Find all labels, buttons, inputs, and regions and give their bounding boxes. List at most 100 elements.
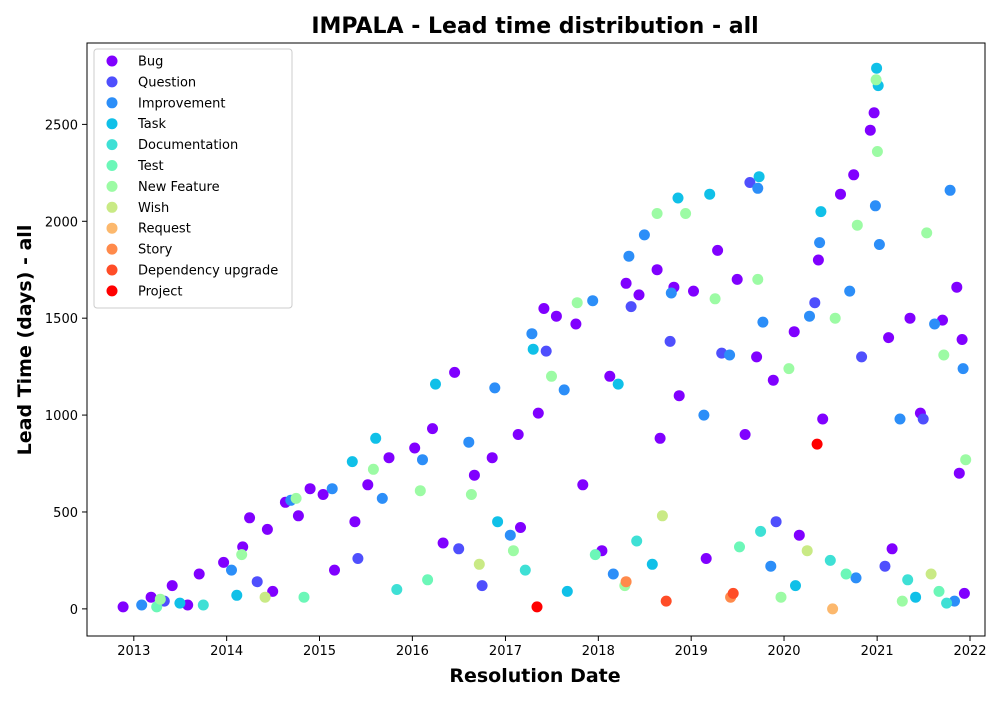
scatter-point [623,250,635,262]
legend-label: Dependency upgrade [138,264,278,279]
scatter-point [538,303,550,314]
scatter-point [304,483,316,495]
scatter-point [672,192,684,204]
scatter-point [734,541,745,553]
scatter-point [879,560,891,572]
scatter-point [512,429,524,440]
scatter-point [712,244,724,256]
scatter-point [824,554,836,566]
scatter-point [767,374,779,386]
scatter-point [765,560,777,572]
scatter-point [489,382,501,394]
scatter-point [871,62,883,74]
scatter-point [587,295,599,307]
scatter-point [449,366,461,378]
scatter-point [218,556,230,568]
scatter-point [673,390,685,402]
scatter-point [871,146,883,157]
scatter-point [473,558,485,570]
scatter-point [944,184,956,196]
legend-marker [106,97,118,109]
legend-marker [106,76,118,88]
scatter-point [507,545,519,557]
scatter-point [698,409,710,421]
legend-label: Test [137,159,164,174]
legend-label: New Feature [138,180,220,195]
scatter-point [651,264,663,276]
scatter-point [290,492,302,504]
scatter-point [298,591,310,603]
scatter-point [620,277,632,289]
scatter-point [383,452,395,464]
scatter-point [633,289,645,301]
scatter-point [783,363,795,375]
scatter-point [873,239,885,250]
scatter-point [231,589,243,601]
scatter-point [526,328,538,340]
scatter-point [801,545,813,557]
scatter-point [752,273,764,285]
legend-marker [106,55,118,67]
scatter-point [731,273,743,285]
scatter-point [814,237,826,249]
scatter-point [809,297,821,309]
scatter-point [904,312,916,324]
scatter-point [546,370,557,382]
x-tick-label: 2021 [861,644,894,659]
scatter-point [870,74,882,86]
x-tick-label: 2022 [953,644,986,659]
scatter-point [775,591,787,603]
legend-marker [106,180,118,192]
y-axis: 0 500 1000 1500 2000 2500 [45,118,87,618]
y-tick-label: 2000 [45,215,78,230]
legend-label: Project [138,284,182,299]
scatter-point [136,599,148,611]
scatter-point [540,345,552,357]
legend-marker [106,201,118,213]
scatter-point [744,177,756,188]
scatter-point [894,413,906,425]
scatter-point [656,510,668,522]
scatter-point [654,432,666,444]
scatter-point [417,454,428,466]
scatter-point [620,576,632,588]
scatter-point [739,429,751,440]
scatter-point [226,564,237,576]
scatter-point [326,483,338,495]
legend-marker [106,118,118,130]
scatter-point [850,572,862,584]
scatter-point [835,188,846,200]
plot-points [117,62,972,615]
scatter-point [704,188,716,200]
scatter-point [422,574,434,586]
x-tick-label: 2015 [303,644,336,659]
scatter-point [376,492,388,504]
scatter-point [665,287,677,299]
scatter-point [532,407,544,419]
scatter-point [680,208,692,219]
scatter-point [468,469,480,481]
scatter-point [346,456,358,468]
legend: Bug Question Improvement Task Documentation T… [93,48,293,309]
scatter-point [486,452,498,464]
scatter-point [958,587,970,599]
scatter-point [910,591,922,603]
x-tick-label: 2016 [396,644,429,659]
legend-label: Story [138,243,173,258]
x-tick-label: 2018 [582,644,615,659]
scatter-point [811,438,823,450]
legend-label: Documentation [138,138,238,153]
y-axis-label: Lead Time (days) - all [14,225,36,456]
scatter-point [193,568,205,580]
scatter-point [929,318,941,330]
scatter-point [840,568,852,580]
scatter-point [751,351,763,363]
scatter-point [851,219,863,231]
legend-label: Question [138,75,196,90]
scatter-point [527,343,539,355]
scatter-point [409,442,421,454]
scatter-point [391,584,403,595]
scatter-point [938,349,950,361]
scatter-point [367,463,379,475]
